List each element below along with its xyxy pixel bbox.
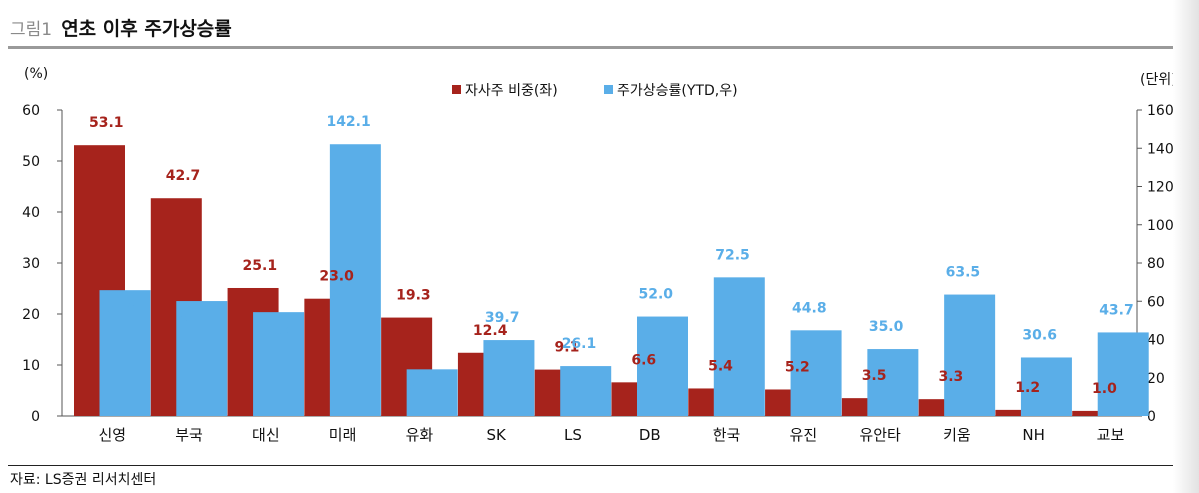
figure-label: 그림1	[10, 20, 53, 40]
data-label-right: 52.0	[638, 287, 673, 303]
left-axis-tick-label: 0	[31, 409, 40, 425]
data-label-left: 53.1	[89, 115, 124, 131]
right-axis-tick-label: 60	[1147, 294, 1165, 310]
data-label-right: 26.1	[562, 336, 597, 352]
bar-right-0	[99, 290, 151, 416]
data-label-right: 72.5	[715, 247, 750, 263]
data-label-left: 5.4	[708, 358, 733, 374]
source-note: 자료: LS증권 리서치센터	[10, 472, 157, 488]
left-axis-unit: (%)	[24, 66, 48, 82]
data-label-left: 12.4	[473, 323, 508, 339]
data-label-right: 63.5	[946, 265, 981, 281]
category-label: 부국	[175, 426, 203, 444]
right-axis-tick-label: 40	[1147, 333, 1165, 349]
left-axis-tick-label: 40	[22, 205, 40, 221]
data-label-right: 44.8	[792, 300, 827, 316]
bar-right-3	[329, 144, 381, 416]
figure-title: 연초 이후 주가상승률	[61, 18, 232, 40]
source-divider	[8, 465, 1180, 466]
title-divider	[8, 46, 1180, 49]
data-label-right: 35.0	[869, 319, 904, 335]
data-label-right: 30.6	[1022, 327, 1057, 343]
category-label: 유진	[790, 426, 818, 444]
category-label: 미래	[329, 426, 357, 444]
data-label-right: 54.3	[255, 322, 290, 338]
data-label-right: 60.1	[178, 311, 213, 327]
left-axis-tick-label: 60	[22, 103, 40, 119]
edge-shade	[1173, 0, 1199, 493]
right-axis-tick-label: 20	[1147, 371, 1165, 387]
right-axis-tick-label: 120	[1147, 180, 1174, 196]
right-axis-tick-label: 0	[1147, 409, 1156, 425]
bar-right-6	[560, 366, 612, 416]
left-axis-tick-label: 50	[22, 154, 40, 170]
right-axis-tick-label: 100	[1147, 218, 1174, 234]
legend-swatch	[604, 85, 613, 94]
category-label: 한국	[713, 426, 741, 444]
data-label-left: 42.7	[166, 168, 201, 184]
data-label-left: 3.3	[938, 369, 963, 385]
right-axis-tick-label: 140	[1147, 141, 1174, 157]
legend-label: 주가상승률(YTD,우)	[617, 83, 738, 99]
bar-right-13	[1097, 332, 1149, 416]
category-label: 유화	[406, 426, 434, 444]
left-axis-tick-label: 10	[22, 358, 40, 374]
data-label-left: 19.3	[396, 288, 431, 304]
right-axis-tick-label: 160	[1147, 103, 1174, 119]
category-label: 교보	[1097, 426, 1125, 444]
data-label-left: 9.1	[555, 340, 580, 356]
legend-swatch	[452, 85, 461, 94]
bar-right-11	[944, 294, 996, 416]
data-label-right: 65.8	[101, 300, 136, 316]
left-axis-tick-label: 30	[22, 256, 40, 272]
category-label: 키움	[943, 426, 971, 444]
bar-right-8	[713, 277, 765, 416]
bar-right-1	[176, 301, 228, 416]
data-label-right: 24.4	[408, 379, 443, 395]
category-label: DB	[639, 426, 661, 444]
data-label-right: 43.7	[1099, 302, 1134, 318]
data-label-left: 23.0	[319, 269, 354, 285]
bar-right-4	[406, 369, 458, 416]
bar-chart: 0 10 20 30 40 50 60 0 20 40 60 80 100 120 140 160 (%) (단위…	[22, 66, 1177, 444]
bar-right-9	[790, 330, 842, 416]
data-label-left: 25.1	[243, 258, 278, 274]
data-label-left: 1.0	[1092, 381, 1117, 397]
category-label: SK	[486, 426, 507, 444]
data-label-left: 3.5	[862, 368, 887, 384]
left-axis-tick-label: 20	[22, 307, 40, 323]
data-label-left: 6.6	[631, 352, 656, 368]
right-axis-tick-label: 80	[1147, 256, 1165, 272]
right-axis-unit: (단위)	[1140, 72, 1177, 88]
category-label: NH	[1022, 426, 1045, 444]
category-label: LS	[564, 426, 582, 444]
data-label-left: 5.2	[785, 359, 810, 375]
legend-label: 자사주 비중(좌)	[465, 83, 558, 99]
bar-right-7	[637, 316, 688, 416]
bar-right-2	[253, 312, 305, 416]
category-label: 신영	[98, 426, 126, 444]
bar-right-12	[1020, 357, 1072, 416]
data-label-left: 1.2	[1015, 380, 1040, 396]
category-label: 대신	[252, 426, 280, 444]
data-label-right: 142.1	[326, 114, 370, 130]
bar-right-5	[483, 340, 535, 416]
bar-right-10	[867, 349, 919, 416]
data-label-right: 39.7	[485, 310, 520, 326]
figure-header: 그림1 연초 이후 주가상승률	[10, 14, 232, 41]
category-label: 유안타	[859, 426, 901, 444]
